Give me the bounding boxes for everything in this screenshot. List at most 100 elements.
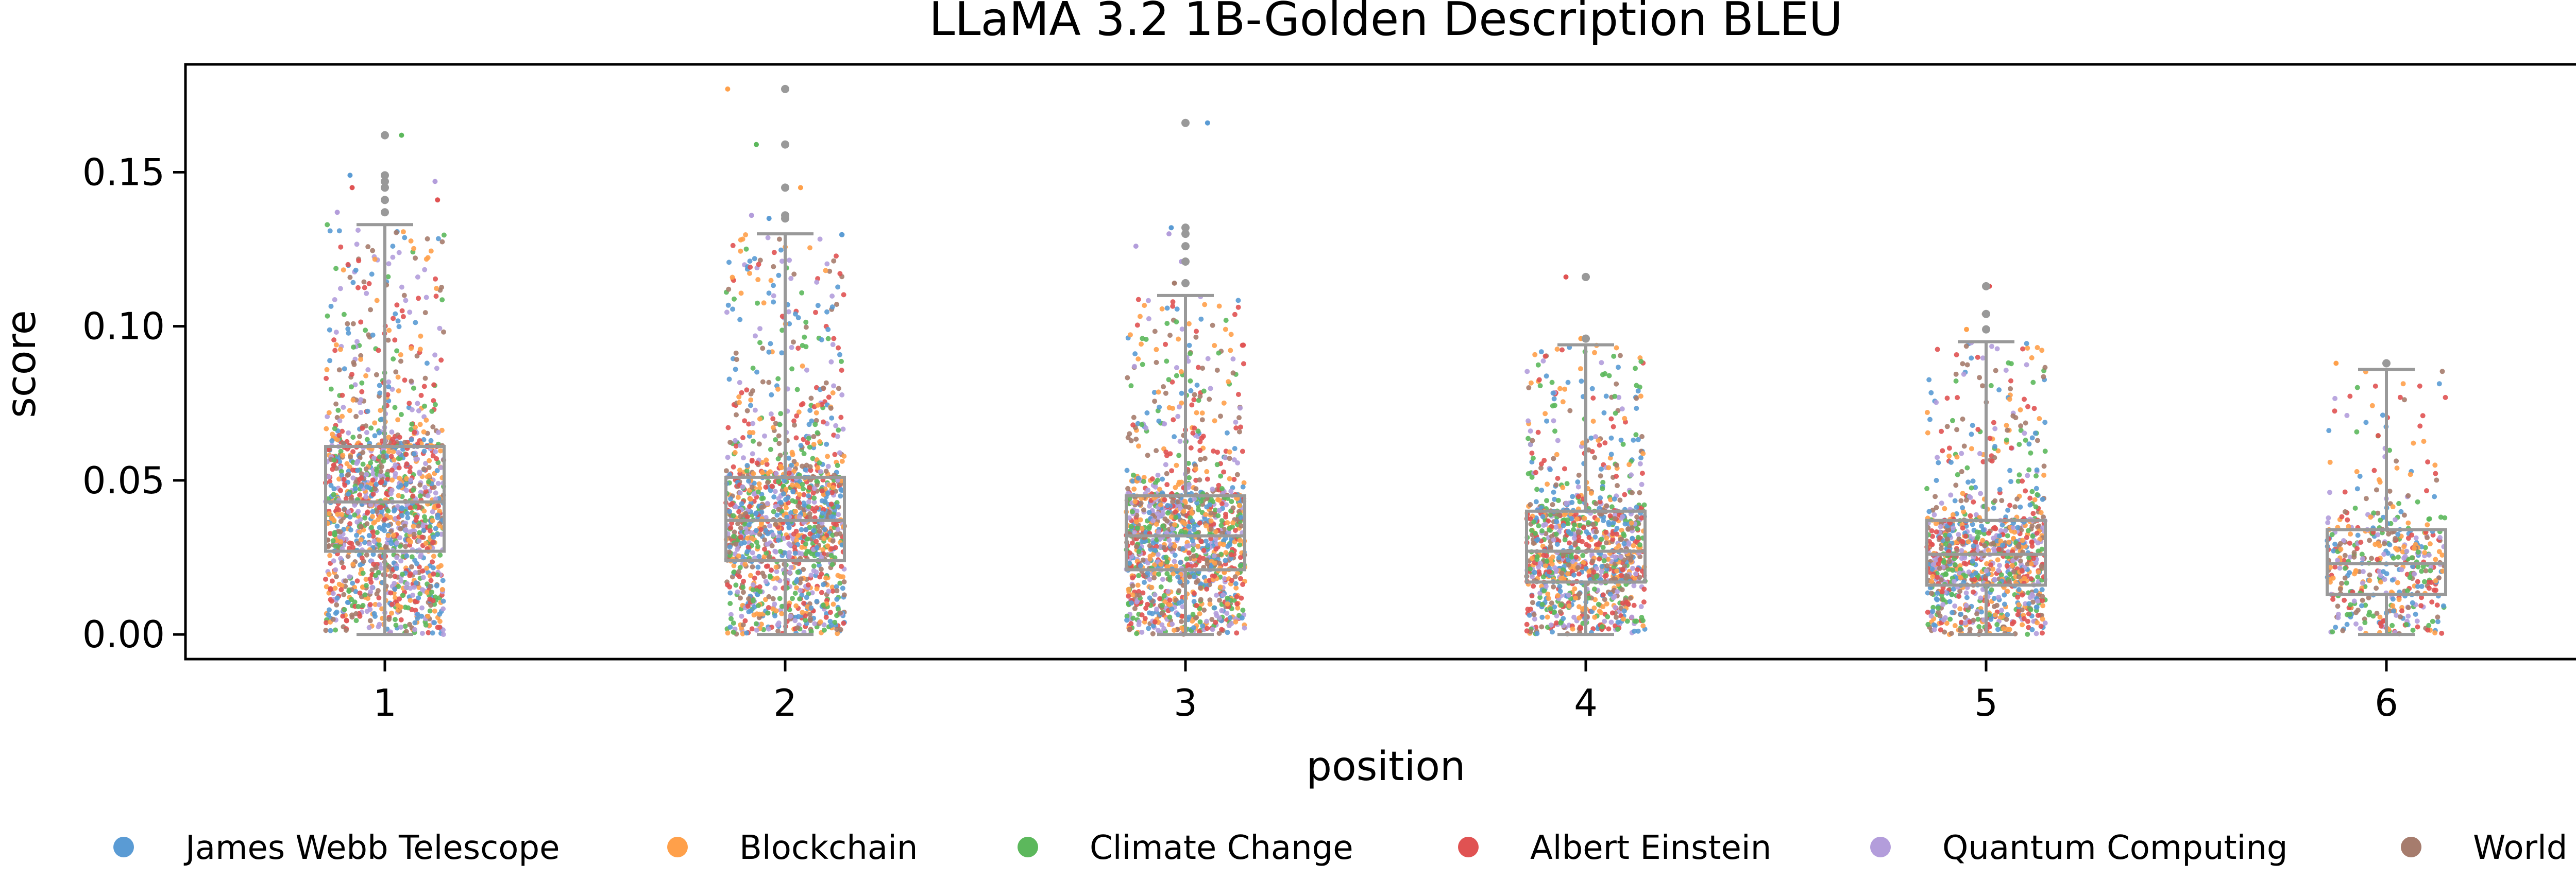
strip-point (1614, 568, 1620, 574)
strip-point (824, 309, 829, 315)
strip-point (1178, 369, 1184, 374)
strip-point (358, 397, 364, 403)
strip-point (438, 357, 444, 363)
strip-point (349, 597, 354, 602)
strip-point (774, 512, 780, 518)
strip-point (344, 617, 349, 623)
strip-point (368, 579, 374, 585)
strip-point (344, 461, 350, 467)
strip-point (756, 481, 762, 487)
strip-point (1191, 527, 1197, 532)
strip-point (407, 529, 413, 535)
strip-point (329, 438, 335, 443)
strip-point (420, 575, 426, 580)
strip-point (1157, 487, 1162, 492)
strip-point (1136, 356, 1141, 362)
strip-point (1232, 528, 1238, 533)
strip-point (1637, 490, 1642, 495)
strip-point (332, 348, 338, 353)
strip-point (807, 612, 812, 617)
strip-point (1134, 631, 1140, 636)
strip-point (803, 541, 808, 547)
strip-point (834, 596, 840, 602)
strip-point (1160, 511, 1166, 516)
strip-point (389, 601, 395, 607)
strip-point (1589, 386, 1595, 391)
strip-point (434, 456, 439, 461)
strip-point (369, 271, 375, 277)
strip-point (1181, 509, 1187, 514)
strip-point (352, 512, 358, 518)
strip-point (792, 311, 798, 317)
strip-point (334, 602, 340, 608)
strip-point (1124, 468, 1130, 473)
strip-point (766, 626, 771, 632)
strip-point (1146, 626, 1151, 631)
strip-point (800, 610, 805, 615)
strip-point (831, 258, 837, 264)
strip-point (1576, 538, 1582, 543)
strip-point (403, 481, 409, 487)
strip-point (418, 392, 424, 398)
strip-point (811, 442, 817, 447)
strip-points (323, 86, 2448, 637)
strip-point (723, 468, 729, 474)
strip-point (807, 408, 813, 413)
strip-point (1631, 543, 1636, 548)
strip-point (357, 590, 363, 596)
strip-point (1528, 380, 1534, 386)
strip-point (791, 418, 796, 424)
strip-point (1237, 542, 1243, 548)
strip-point (774, 575, 780, 581)
strip-point (1174, 373, 1179, 378)
strip-point (411, 487, 416, 493)
strip-point (1219, 501, 1225, 507)
strip-point (393, 369, 399, 375)
strip-point (1197, 611, 1202, 616)
strip-point (1139, 612, 1145, 618)
strip-point (1193, 486, 1199, 492)
strip-point (392, 574, 398, 579)
strip-point (777, 596, 783, 601)
strip-point (1197, 585, 1203, 591)
strip-point (339, 512, 345, 517)
strip-point (380, 454, 386, 459)
strip-point (1147, 577, 1153, 582)
strip-point (1166, 377, 1172, 383)
strip-point (350, 398, 356, 403)
strip-point (823, 469, 829, 474)
strip-point (346, 472, 351, 477)
strip-point (425, 493, 431, 498)
strip-point (1138, 563, 1143, 568)
strip-point (1207, 396, 1212, 402)
strip-point (377, 430, 382, 436)
strip-point (1539, 488, 1545, 493)
strip-point (330, 432, 335, 437)
strip-point (1597, 442, 1602, 448)
strip-point (828, 359, 834, 365)
strip-point (1208, 526, 1214, 532)
strip-point (355, 468, 361, 473)
strip-point (817, 236, 823, 242)
strip-point (431, 571, 436, 577)
strip-point (740, 584, 745, 590)
strip-point (742, 418, 748, 424)
strip-point (1236, 503, 1242, 508)
strip-point (810, 456, 816, 461)
strip-point (1600, 604, 1606, 610)
strip-point (808, 629, 814, 634)
strip-point (1164, 471, 1170, 476)
strip-point (1606, 522, 1612, 527)
strip-point (426, 473, 432, 478)
strip-point (753, 510, 759, 516)
strip-point (418, 333, 423, 339)
strip-point (738, 534, 743, 540)
strip-point (399, 132, 404, 138)
strip-point (1606, 626, 1612, 632)
strip-point (736, 509, 742, 514)
strip-point (795, 503, 801, 509)
strip-point (1139, 422, 1145, 427)
strip-point (772, 585, 778, 591)
strip-point (776, 441, 782, 446)
strip-point (1230, 370, 1236, 376)
